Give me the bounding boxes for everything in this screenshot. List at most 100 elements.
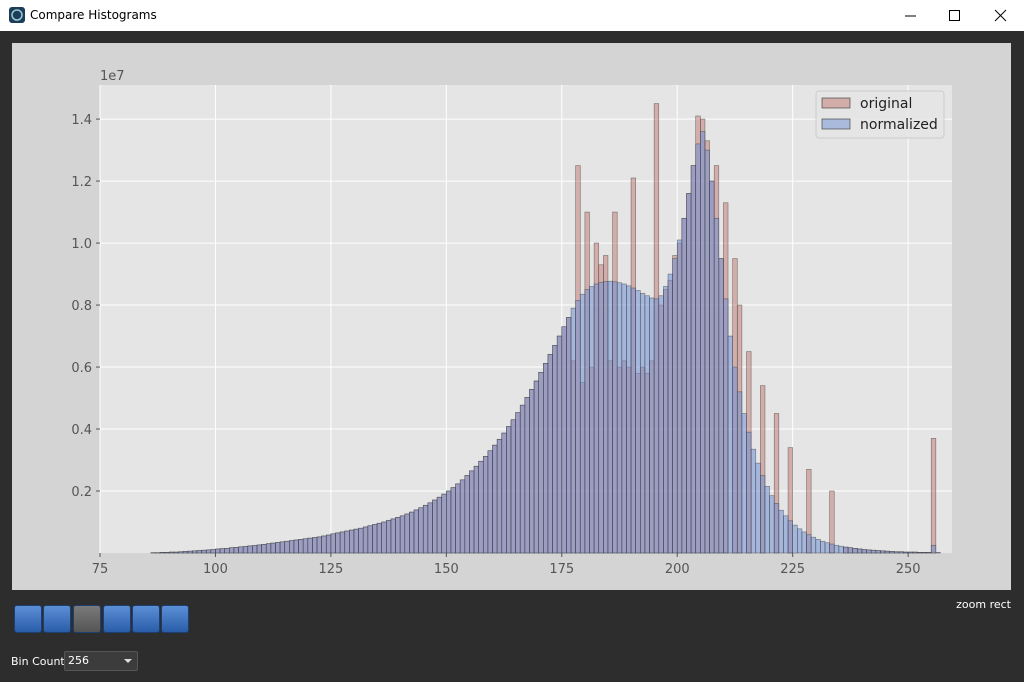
- bar: [783, 515, 789, 554]
- window-controls[interactable]: [900, 8, 1010, 24]
- bar: [427, 502, 433, 554]
- bar: [870, 549, 877, 554]
- x-tick-label: 175: [549, 562, 574, 577]
- bar: [325, 534, 332, 554]
- bar: [626, 285, 632, 554]
- bar: [307, 537, 313, 554]
- bar: [422, 504, 429, 554]
- bar: [598, 282, 604, 554]
- bar: [658, 295, 664, 554]
- bar: [797, 528, 803, 554]
- bar: [344, 530, 350, 554]
- bar: [409, 511, 415, 554]
- bar: [210, 549, 216, 554]
- bar: [312, 537, 318, 554]
- bar: [173, 551, 179, 554]
- bar: [843, 546, 849, 554]
- bar: [376, 522, 382, 554]
- bar: [529, 389, 535, 554]
- bar: [450, 487, 456, 554]
- bar: [367, 525, 373, 554]
- title-bar: Compare Histograms: [0, 0, 1024, 31]
- figure: 1e7 75 100 125 150 175 200 225 250 0.2 0.4 0.6 0.8 1…: [12, 43, 1011, 590]
- bar: [718, 258, 724, 554]
- bar: [676, 239, 683, 554]
- bar: [515, 412, 521, 554]
- zoom-button[interactable]: [73, 605, 101, 633]
- legend-label: normalized: [860, 117, 938, 133]
- x-tick-label: 100: [203, 562, 228, 577]
- bar: [630, 287, 636, 554]
- settings-button[interactable]: [132, 605, 160, 633]
- bar: [256, 544, 262, 554]
- bar: [866, 549, 872, 554]
- export-button[interactable]: [161, 605, 189, 633]
- bar: [335, 532, 341, 554]
- bar: [510, 419, 516, 554]
- bar: [441, 493, 447, 554]
- bar: [459, 479, 466, 554]
- bar: [178, 551, 184, 554]
- bar: [829, 543, 835, 554]
- bar: [700, 131, 706, 554]
- bar: [852, 548, 858, 554]
- bar: [293, 539, 299, 554]
- bar: [930, 438, 937, 554]
- bar: [432, 499, 438, 554]
- window-title: Compare Histograms: [30, 8, 157, 22]
- bar: [930, 544, 937, 554]
- pan-button[interactable]: [43, 605, 71, 633]
- bin-count-combo[interactable]: 256: [64, 651, 138, 671]
- bar: [418, 507, 424, 554]
- y-tick-label: 1.4: [71, 113, 92, 128]
- bar: [838, 545, 844, 554]
- bar: [847, 547, 854, 554]
- bar: [261, 544, 267, 554]
- bar: [482, 456, 489, 554]
- bar: [893, 551, 900, 554]
- bar: [543, 363, 549, 554]
- bar: [921, 552, 927, 554]
- bar: [593, 283, 600, 554]
- bar: [404, 513, 410, 554]
- bar: [607, 280, 613, 554]
- bar: [205, 549, 212, 554]
- bar: [187, 550, 193, 554]
- bar: [164, 552, 170, 554]
- bar: [501, 432, 507, 554]
- combo-value: 256: [68, 654, 89, 667]
- bar: [755, 462, 761, 554]
- bar: [616, 282, 623, 554]
- home-button[interactable]: [14, 605, 42, 633]
- bar: [732, 366, 738, 554]
- bar: [247, 545, 253, 554]
- bar: [201, 549, 207, 554]
- bar: [455, 483, 461, 554]
- legend-label: original: [860, 96, 912, 112]
- bar: [861, 549, 867, 554]
- bar: [478, 460, 484, 554]
- legend-swatch: [821, 118, 851, 130]
- bar: [561, 326, 567, 554]
- bar: [704, 149, 710, 554]
- bar: [663, 286, 669, 554]
- bar: [289, 540, 295, 554]
- bar: [242, 546, 249, 554]
- bar: [496, 438, 503, 554]
- bar: [492, 444, 498, 554]
- save-button[interactable]: [103, 605, 131, 633]
- bar: [215, 548, 221, 554]
- bar: [386, 520, 392, 554]
- bar: [446, 490, 452, 554]
- bar: [566, 317, 572, 554]
- bar: [769, 495, 775, 554]
- bar: [219, 548, 225, 554]
- bar: [584, 289, 590, 554]
- bar: [695, 143, 701, 554]
- bar: [390, 518, 396, 554]
- bar: [358, 527, 364, 554]
- y-tick-label: 0.6: [71, 361, 92, 376]
- bar: [603, 281, 609, 554]
- bar: [487, 450, 493, 554]
